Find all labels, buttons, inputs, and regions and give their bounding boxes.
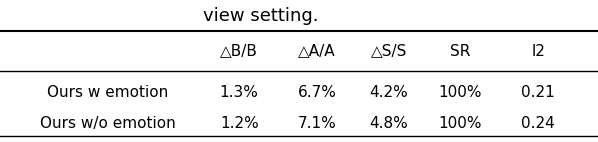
Text: view setting.: view setting.: [203, 7, 319, 25]
Text: 0.24: 0.24: [521, 116, 555, 131]
Text: SR: SR: [450, 44, 471, 59]
Text: 100%: 100%: [439, 85, 482, 100]
Text: 4.8%: 4.8%: [370, 116, 408, 131]
Text: l2: l2: [531, 44, 545, 59]
Text: 100%: 100%: [439, 116, 482, 131]
Text: Ours w/o emotion: Ours w/o emotion: [39, 116, 176, 131]
Text: 4.2%: 4.2%: [370, 85, 408, 100]
Text: 1.3%: 1.3%: [219, 85, 259, 100]
Text: △A/A: △A/A: [298, 44, 335, 59]
Text: 0.21: 0.21: [521, 85, 555, 100]
Text: 6.7%: 6.7%: [297, 85, 337, 100]
Text: 7.1%: 7.1%: [298, 116, 336, 131]
Text: △S/S: △S/S: [371, 44, 407, 59]
Text: △B/B: △B/B: [220, 44, 258, 59]
Text: Ours w emotion: Ours w emotion: [47, 85, 168, 100]
Text: 1.2%: 1.2%: [220, 116, 258, 131]
